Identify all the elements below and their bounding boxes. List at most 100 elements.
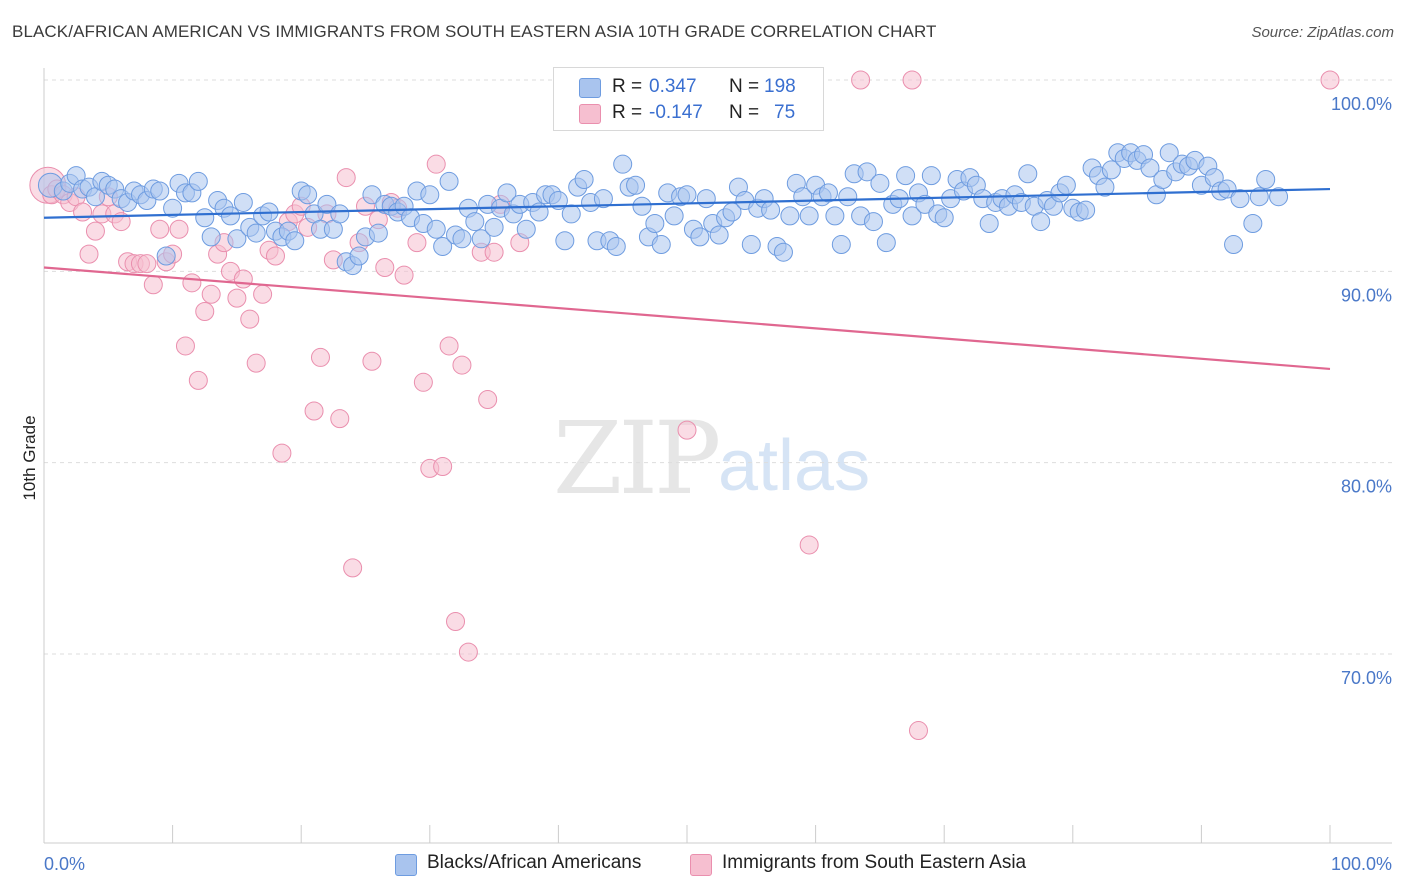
- data-point-blacks: [870, 173, 890, 193]
- axes: [43, 68, 1392, 844]
- data-point-blacks: [1159, 143, 1179, 163]
- data-point-immigrants: [433, 456, 453, 476]
- data-point-blacks: [857, 162, 877, 182]
- data-point-blacks: [246, 223, 266, 243]
- data-point-blacks: [979, 214, 999, 233]
- data-point-blacks: [902, 206, 922, 226]
- data-point-blacks: [1224, 235, 1244, 255]
- bottom-legend-label: Blacks/African Americans: [427, 852, 642, 873]
- data-point-blacks: [439, 171, 459, 191]
- data-point-blacks: [626, 175, 646, 195]
- data-point-immigrants: [272, 443, 292, 463]
- data-point-blacks: [818, 183, 838, 203]
- legend-n-label: N =: [729, 76, 760, 97]
- data-point-immigrants: [851, 70, 871, 90]
- data-point-immigrants: [1320, 70, 1340, 90]
- data-point-blacks: [163, 198, 183, 218]
- data-point-blacks: [561, 204, 581, 224]
- tick-labels: 70.0% 80.0% 90.0% 100.0% 0.0% 100.0%: [44, 94, 1392, 874]
- legend-swatch-pink: [579, 104, 601, 124]
- data-point-blacks: [220, 206, 240, 226]
- legend-n-value: 75: [774, 102, 796, 123]
- data-point-blacks: [1230, 189, 1250, 209]
- stats-legend: R = 0.347 N = 198 R = -0.147 N = 75: [553, 67, 824, 131]
- y-tick-label: 80.0%: [1341, 477, 1392, 497]
- bottom-swatch-blue: [395, 854, 417, 876]
- trend-line-blacks: [43, 187, 1331, 219]
- data-point-immigrants: [79, 244, 99, 264]
- data-point-immigrants: [240, 309, 260, 329]
- data-point-blacks: [195, 208, 215, 228]
- data-point-blacks: [632, 196, 652, 216]
- data-point-blacks: [484, 217, 504, 237]
- data-point-immigrants: [908, 721, 928, 741]
- data-point-blacks: [465, 212, 485, 232]
- bottom-swatch-pink: [690, 854, 712, 876]
- data-point-immigrants: [310, 347, 330, 367]
- y-tick-label: 100.0%: [1331, 94, 1392, 114]
- data-point-blacks: [516, 219, 536, 239]
- data-point-blacks: [285, 231, 305, 251]
- y-axis-label: 10th Grade: [20, 415, 39, 500]
- data-point-immigrants: [799, 535, 819, 555]
- data-point-blacks: [825, 206, 845, 226]
- data-point-blacks: [613, 154, 633, 174]
- data-point-immigrants: [85, 221, 105, 241]
- data-point-blacks: [227, 229, 247, 249]
- trend-lines: [43, 187, 1331, 371]
- data-point-blacks: [317, 194, 337, 214]
- data-point-immigrants: [227, 288, 247, 308]
- data-point-blacks: [330, 204, 350, 224]
- data-point-blacks: [1031, 212, 1051, 232]
- data-point-blacks: [696, 189, 716, 209]
- data-point-blacks: [349, 246, 369, 266]
- data-point-blacks: [1101, 160, 1121, 180]
- data-point-blacks: [1018, 164, 1038, 184]
- data-point-blacks: [497, 183, 517, 203]
- legend-r-value: 0.347: [649, 76, 697, 97]
- data-point-blacks: [863, 212, 883, 232]
- bottom-legend-label: Immigrants from South Eastern Asia: [722, 852, 1027, 873]
- data-point-blacks: [709, 225, 729, 245]
- data-point-blacks: [799, 206, 819, 226]
- data-point-blacks: [831, 235, 851, 255]
- data-point-immigrants: [188, 370, 208, 390]
- data-point-immigrants: [413, 372, 433, 392]
- data-point-blacks: [690, 227, 710, 247]
- data-point-immigrants: [143, 275, 163, 295]
- data-point-immigrants: [137, 254, 157, 274]
- data-point-blacks: [188, 171, 208, 191]
- data-point-blacks: [156, 246, 176, 266]
- data-point-blacks: [1076, 200, 1096, 220]
- data-point-blacks: [780, 206, 800, 226]
- data-point-blacks: [838, 187, 858, 207]
- data-point-blacks: [1243, 214, 1263, 233]
- data-point-immigrants: [330, 409, 350, 429]
- data-point-blacks: [426, 219, 446, 239]
- data-point-immigrants: [362, 351, 382, 371]
- data-point-blacks: [362, 185, 382, 205]
- data-point-immigrants: [677, 420, 697, 440]
- data-point-blacks: [1140, 158, 1160, 178]
- legend-swatch-blue: [579, 78, 601, 98]
- legend-n-value: 198: [764, 76, 796, 97]
- data-point-blacks: [1269, 187, 1289, 207]
- data-point-blacks: [677, 185, 697, 205]
- data-point-immigrants: [195, 302, 215, 322]
- watermark-zip: ZIP: [553, 400, 721, 517]
- trend-line-immigrants: [43, 266, 1331, 371]
- data-point-immigrants: [201, 284, 221, 304]
- data-point-immigrants: [265, 246, 285, 266]
- x-tick-label-end: 100.0%: [1331, 854, 1392, 874]
- data-point-immigrants: [169, 219, 189, 239]
- data-point-blacks: [773, 242, 793, 262]
- data-point-blacks: [433, 236, 453, 256]
- legend-n-label: N =: [729, 102, 760, 123]
- data-point-blacks: [150, 181, 170, 201]
- data-point-immigrants: [478, 390, 498, 410]
- data-point-blacks: [741, 235, 761, 255]
- data-point-blacks: [1249, 187, 1269, 207]
- data-point-blacks: [593, 189, 613, 209]
- data-point-immigrants: [439, 336, 459, 356]
